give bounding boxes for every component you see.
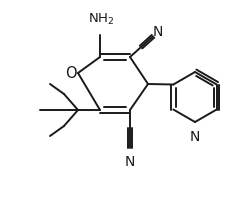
Text: N: N (125, 155, 135, 169)
Text: N: N (153, 25, 163, 39)
Text: NH$_2$: NH$_2$ (88, 12, 114, 27)
Text: N: N (190, 130, 200, 144)
Text: O: O (65, 66, 77, 81)
